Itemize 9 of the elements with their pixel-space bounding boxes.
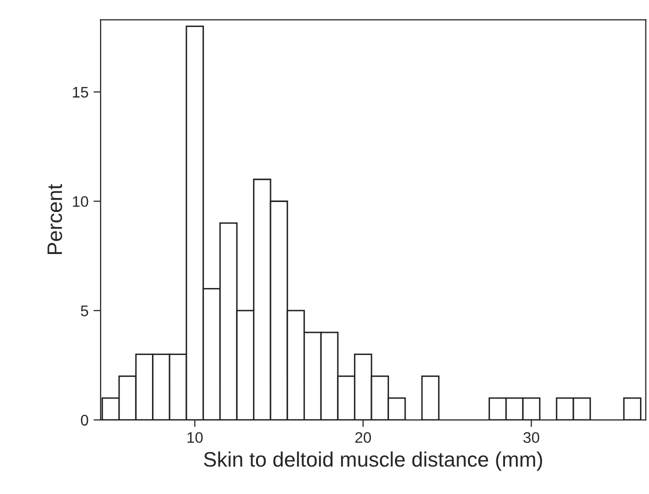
- x-tick-label: 10: [187, 432, 203, 443]
- x-axis-title: Skin to deltoid muscle distance (mm): [204, 452, 542, 471]
- y-tick-label: 10: [72, 196, 88, 207]
- x-tick-label: 20: [355, 432, 371, 443]
- y-axis-title: Percent: [48, 184, 62, 254]
- y-tick-label: 15: [72, 86, 88, 98]
- x-tick-label: 30: [523, 432, 540, 443]
- y-tick-label: 5: [80, 306, 88, 316]
- y-tick-label: 0: [80, 414, 88, 426]
